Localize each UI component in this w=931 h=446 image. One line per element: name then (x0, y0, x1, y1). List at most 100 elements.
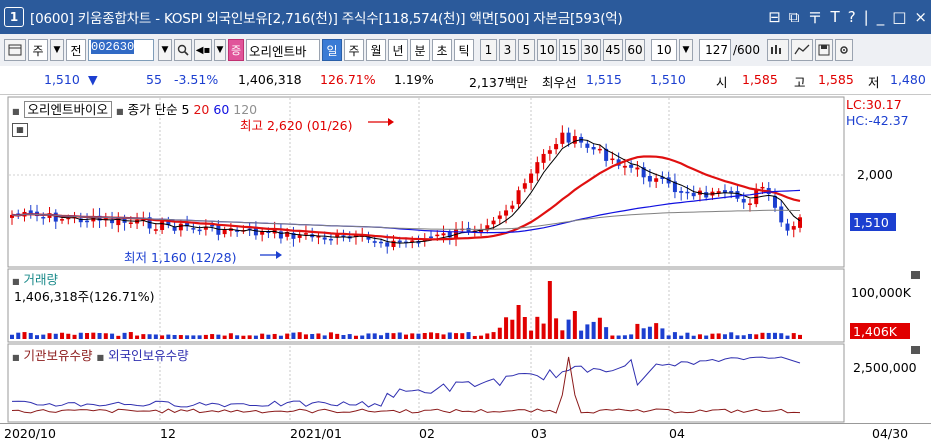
search-icon[interactable] (174, 39, 192, 61)
minute-option-15[interactable]: 15 (559, 39, 579, 61)
settings-icon[interactable] (835, 39, 853, 61)
sound-dropdown-icon[interactable]: ▼ (214, 39, 226, 61)
close-icon[interactable]: × (914, 8, 927, 26)
chart-menu-icon[interactable] (4, 39, 26, 61)
stock-tag[interactable]: 오리엔트바이오 (23, 101, 113, 118)
volume-bar (541, 323, 546, 339)
help-icon[interactable]: ? (847, 8, 856, 26)
pin-icon[interactable]: 〒 (807, 8, 823, 27)
candle-body (328, 238, 333, 241)
volume-bar (535, 316, 540, 339)
volume-bar (47, 333, 52, 339)
period-week-button[interactable]: 주 (344, 39, 364, 61)
code-dropdown-icon[interactable]: ▼ (158, 39, 172, 61)
minimize-icon[interactable]: _ (876, 8, 885, 26)
chart-area[interactable]: ■ 오리엔트바이오 ■ 종가 단순 5 20 60 120 ▦ 최고 2,620… (0, 95, 931, 425)
period-day-button[interactable]: 일 (322, 39, 342, 61)
candle-body (260, 231, 265, 235)
price-panel-frame (7, 96, 845, 268)
prev-button[interactable]: 전 (66, 39, 86, 61)
candle-body (685, 191, 690, 194)
volume-bar (691, 335, 696, 339)
drawing-tool-icon[interactable] (791, 39, 813, 61)
volume-panel-max-icon[interactable] (911, 271, 920, 279)
candle-body (622, 165, 627, 168)
candle-body (278, 231, 283, 239)
chevron-down-icon[interactable]: ▼ (50, 39, 64, 61)
minute-option-10[interactable]: 10 (537, 39, 557, 61)
holding-panel-max-icon[interactable] (911, 346, 920, 354)
volume-bar (260, 333, 265, 339)
font-icon[interactable]: T (830, 8, 840, 26)
volume-bar (316, 333, 321, 339)
candle-body (541, 153, 546, 163)
period-minute-button[interactable]: 분 (410, 39, 430, 61)
ma-label[interactable]: 종가 단순 5 (127, 102, 190, 117)
x-label-1: 2020/10 (4, 426, 56, 441)
volume-bar (153, 334, 158, 339)
candle-body (141, 219, 146, 221)
hc-value: HC:-42.37 (846, 113, 909, 128)
maximize-icon[interactable]: □ (892, 8, 907, 26)
candle-body (172, 226, 177, 231)
stock-name-field[interactable]: 오리엔트바 (246, 39, 320, 61)
volume-bar (378, 335, 383, 339)
volume-bar (791, 333, 796, 339)
sound-icon[interactable]: ◀▪ (194, 39, 212, 61)
candle-body (166, 221, 171, 226)
candle-body (385, 242, 390, 247)
candle-body (441, 233, 446, 236)
minute-option-45[interactable]: 45 (603, 39, 623, 61)
minute-option-60[interactable]: 60 (625, 39, 645, 61)
volume-bar (416, 333, 421, 339)
candle-body (741, 198, 746, 203)
volume-bar (529, 330, 534, 339)
volume-bar (435, 333, 440, 339)
volume-bar (404, 334, 408, 339)
moving-averages (11, 139, 801, 244)
interval-dropdown-icon[interactable]: ▼ (679, 39, 693, 61)
minute-option-30[interactable]: 30 (581, 39, 601, 61)
bullet-icon-5: ■ (96, 353, 105, 362)
candle-body (704, 192, 709, 198)
minute-option-3[interactable]: 3 (499, 39, 516, 61)
candle-body (291, 232, 296, 239)
window-title: [0600] 키움종합차트 - KOSPI 외국인보유[2,716(천)] 주식… (30, 11, 623, 27)
foreign-label[interactable]: 외국인보유수량 (108, 348, 189, 363)
volume-bar (210, 334, 215, 339)
period-second-button[interactable]: 초 (432, 39, 452, 61)
institution-label[interactable]: 기관보유수량 (23, 348, 93, 363)
minute-option-5[interactable]: 5 (518, 39, 535, 61)
volume-bar (328, 332, 333, 339)
period-tick-button[interactable]: 틱 (454, 39, 474, 61)
volume-bar (353, 335, 358, 339)
screen-layout-icon[interactable]: ⊟ (768, 8, 781, 26)
table-toggle-icon[interactable]: ▦ (12, 123, 28, 137)
period-unit-select[interactable]: 주 (28, 39, 48, 61)
stock-code-input[interactable]: 002630 (88, 39, 154, 61)
period-year-button[interactable]: 년 (388, 39, 408, 61)
copy-window-icon[interactable]: ⧉ (788, 8, 800, 26)
candle-body (210, 225, 215, 227)
candle-body (510, 205, 515, 209)
bullet-icon-4: ■ (12, 353, 20, 362)
candle-body (629, 164, 634, 168)
chart-canvas[interactable] (0, 95, 931, 425)
minute-option-1[interactable]: 1 (480, 39, 497, 61)
candle-body (303, 233, 308, 235)
down-arrow-icon: ▼ (88, 72, 98, 87)
volume-bar (272, 333, 277, 339)
candle-body (485, 225, 490, 231)
interval-input[interactable]: 10 (651, 39, 677, 61)
candle-body (522, 183, 527, 189)
count-input[interactable]: 127 (699, 39, 731, 61)
indicator-icon[interactable] (767, 39, 789, 61)
volume-label[interactable]: 거래량 (23, 272, 59, 287)
volume-bar (278, 335, 283, 339)
window-number[interactable]: 1 (4, 7, 24, 27)
period-month-button[interactable]: 월 (366, 39, 386, 61)
volume-bar (472, 335, 477, 339)
save-icon[interactable] (815, 39, 833, 61)
quote-strip: 1,510 ▼ 55 -3.51% 1,406,318 126.71% 1.19… (0, 66, 931, 95)
high-arrow-head-icon (388, 118, 394, 126)
